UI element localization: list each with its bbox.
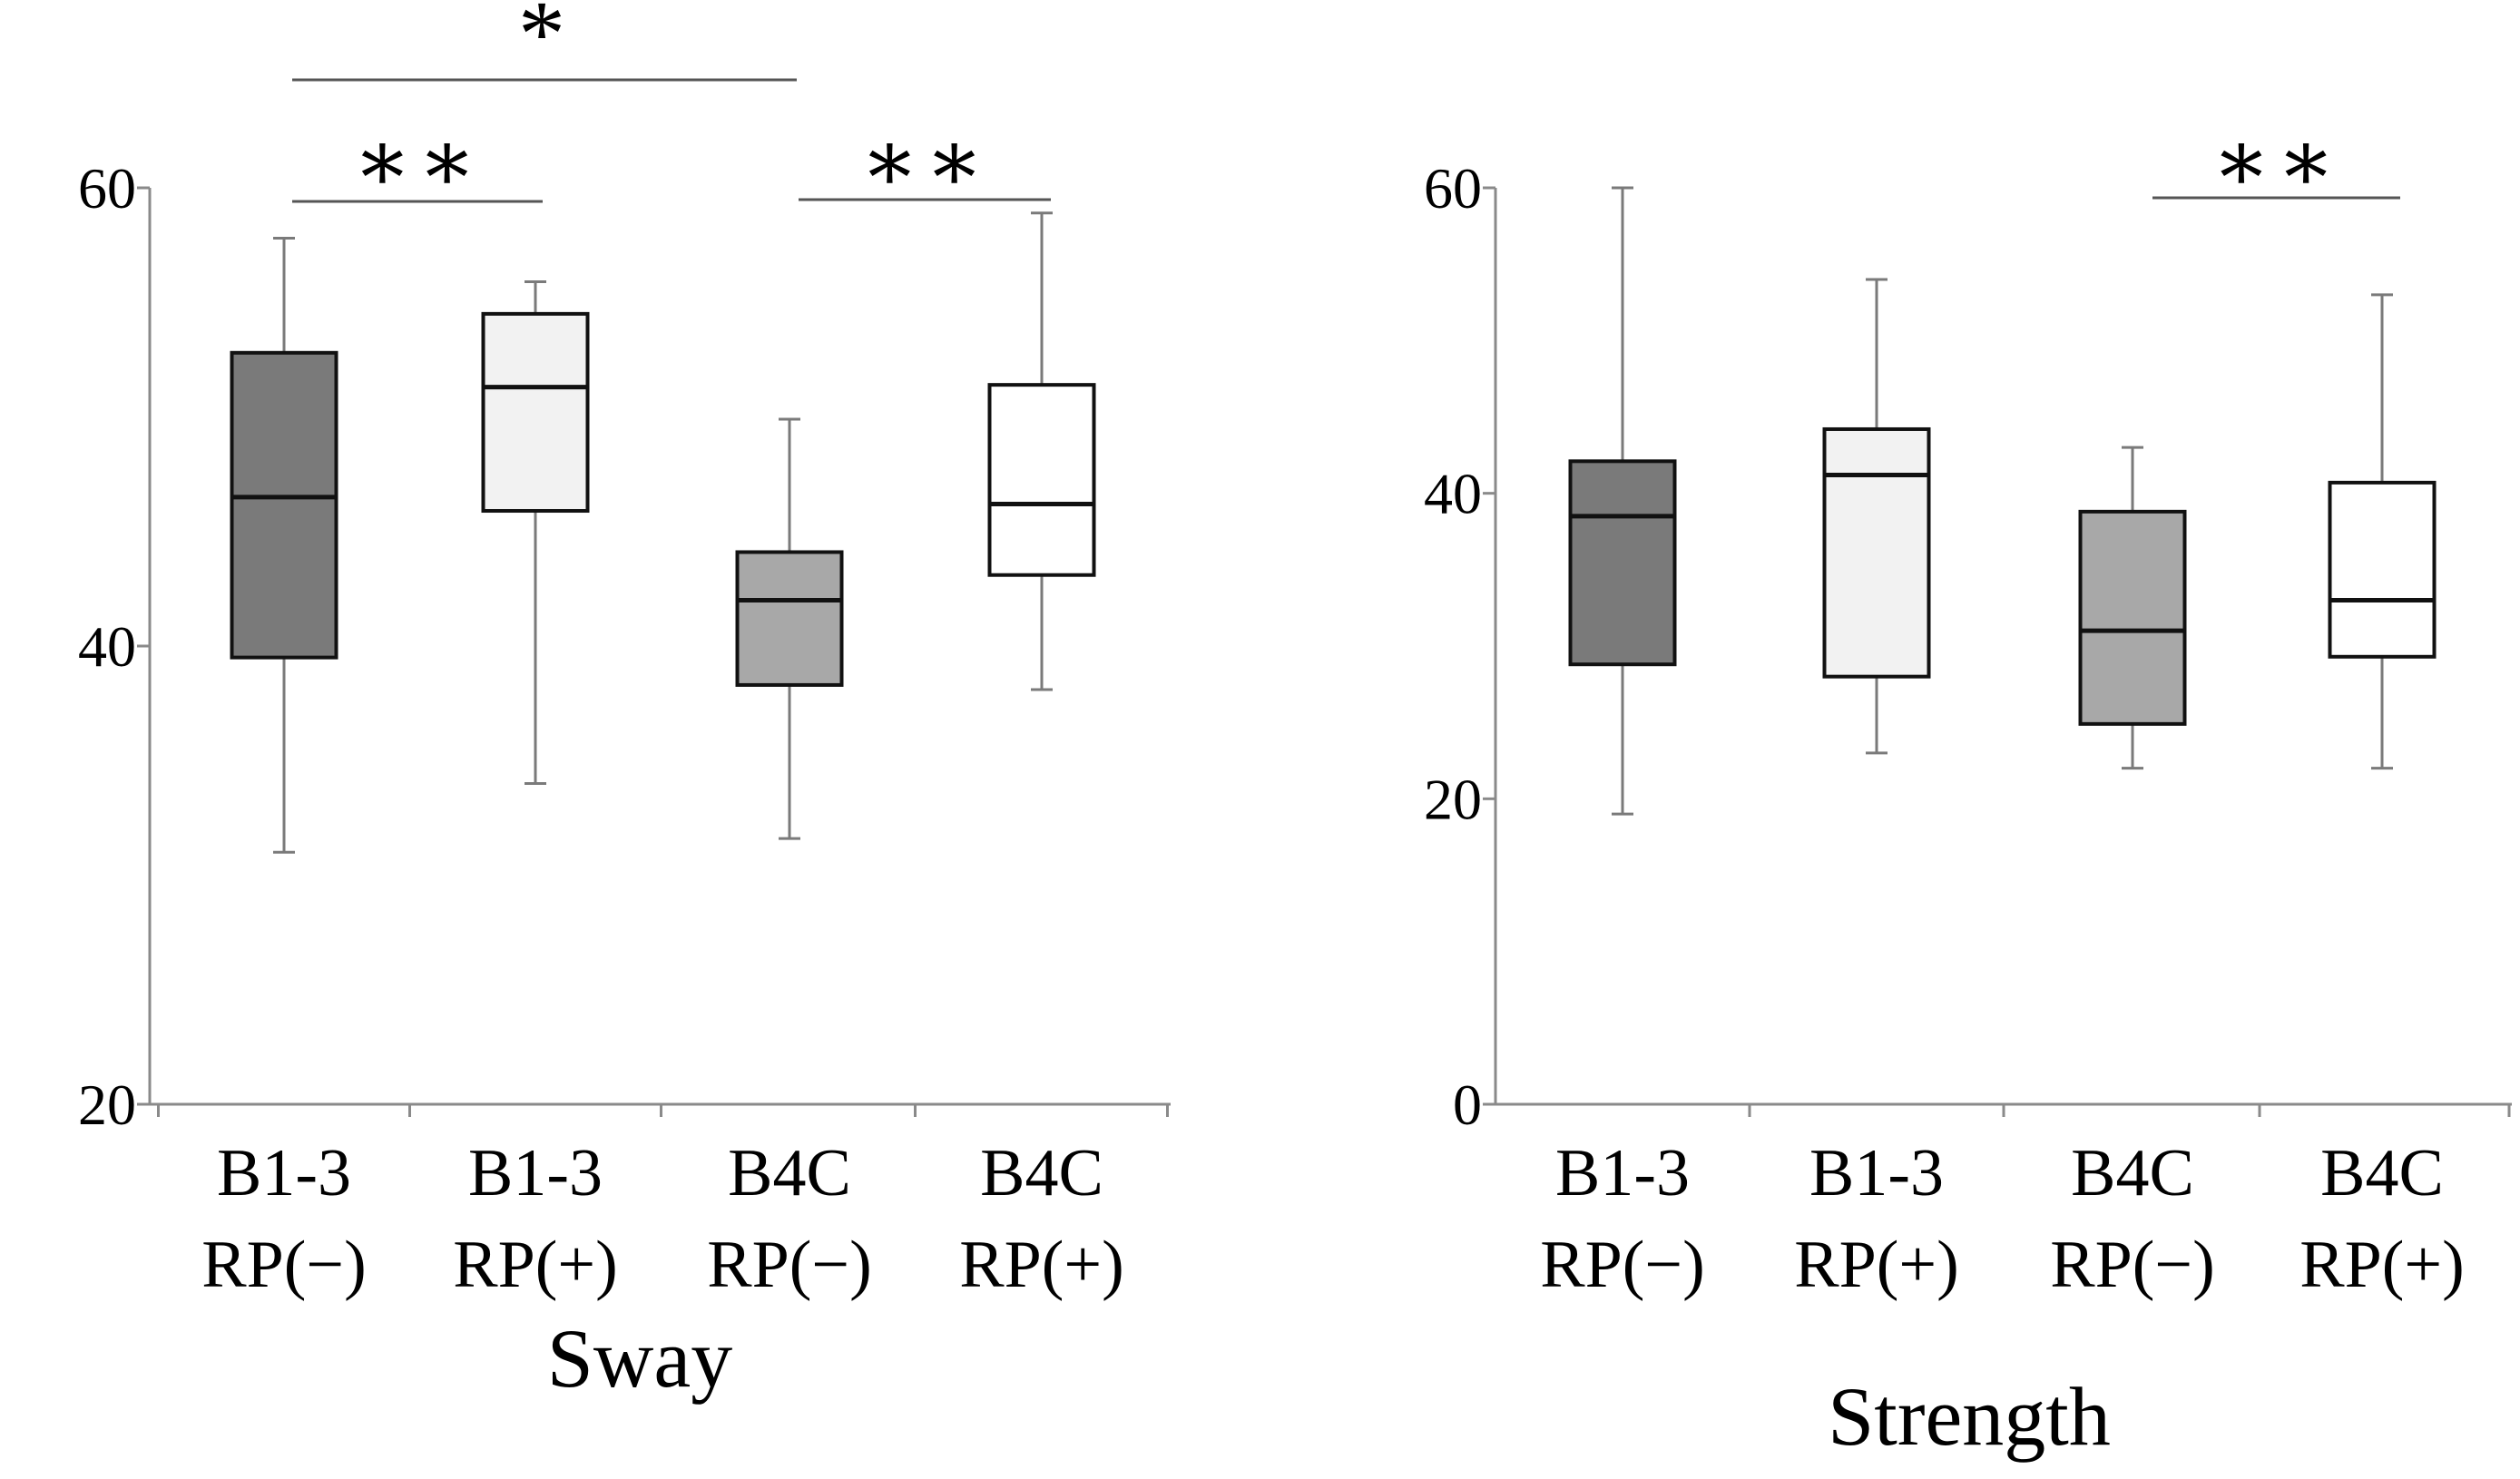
category-label-line1: B4C — [980, 1136, 1103, 1210]
x-axis-title: Sway — [547, 1312, 732, 1405]
significance-label: ∗∗ — [860, 113, 990, 210]
significance-bracket: ∗∗ — [2152, 113, 2400, 210]
category-label-line2: RP(+) — [1794, 1228, 1959, 1302]
iqr-box — [481, 311, 590, 514]
category-label-line1: B1-3 — [1555, 1136, 1690, 1210]
y-tick-label: 60 — [78, 156, 136, 220]
y-tick-label: 40 — [1424, 462, 1482, 526]
iqr-box — [735, 550, 844, 687]
significance-label: * — [518, 0, 571, 86]
category-label-line1: B4C — [2071, 1136, 2194, 1210]
significance-bracket: ∗∗ — [799, 113, 1051, 210]
category-label-line2: RP(+) — [453, 1228, 618, 1302]
x-axis-title: Strength — [1828, 1370, 2111, 1463]
iqr-box — [2328, 480, 2437, 659]
category-label-line1: B1-3 — [217, 1136, 351, 1210]
category-label-line1: B4C — [728, 1136, 851, 1210]
y-tick-label: 0 — [1453, 1073, 1482, 1137]
iqr-box — [2078, 509, 2187, 726]
category-label-line1: B4C — [2320, 1136, 2444, 1210]
y-tick-label: 60 — [1424, 156, 1482, 220]
iqr-box — [230, 350, 338, 660]
box-1 — [230, 237, 338, 854]
significance-label: ∗∗ — [2211, 113, 2341, 210]
y-tick-label: 20 — [1424, 767, 1482, 831]
chart-panel-sway: 20 40 60 B1-3 RP(−) B1-3 RP(+) B4C RP(−) B4C RP(+)… — [78, 0, 1171, 1405]
iqr-box — [987, 383, 1096, 577]
category-label-line1: B1-3 — [1809, 1136, 1944, 1210]
box-4 — [2328, 293, 2437, 770]
significance-bracket: * — [292, 0, 797, 86]
box-2 — [1822, 278, 1931, 755]
category-label-line2: RP(−) — [2050, 1228, 2215, 1302]
category-label-line2: RP(+) — [959, 1228, 1124, 1302]
y-tick-label: 40 — [78, 614, 136, 679]
box-3 — [2078, 446, 2187, 770]
category-label-line2: RP(−) — [1540, 1228, 1705, 1302]
chart-panel-strength: 0 20 40 60 B1-3 RP(−) B1-3 RP(+) B4C RP(−) B4C RP(+… — [1424, 113, 2512, 1463]
significance-label: ∗∗ — [353, 113, 483, 210]
box-2 — [481, 280, 590, 785]
iqr-box — [1568, 459, 1677, 667]
category-label-line2: RP(+) — [2299, 1228, 2465, 1302]
box-3 — [735, 417, 844, 840]
box-1 — [1568, 186, 1677, 816]
box-4 — [987, 211, 1096, 691]
category-label-line2: RP(−) — [707, 1228, 872, 1302]
significance-bracket: ∗∗ — [292, 113, 543, 210]
y-tick-label: 20 — [78, 1073, 136, 1137]
iqr-box — [1822, 426, 1931, 679]
category-label-line1: B1-3 — [468, 1136, 603, 1210]
category-label-line2: RP(−) — [201, 1228, 367, 1302]
